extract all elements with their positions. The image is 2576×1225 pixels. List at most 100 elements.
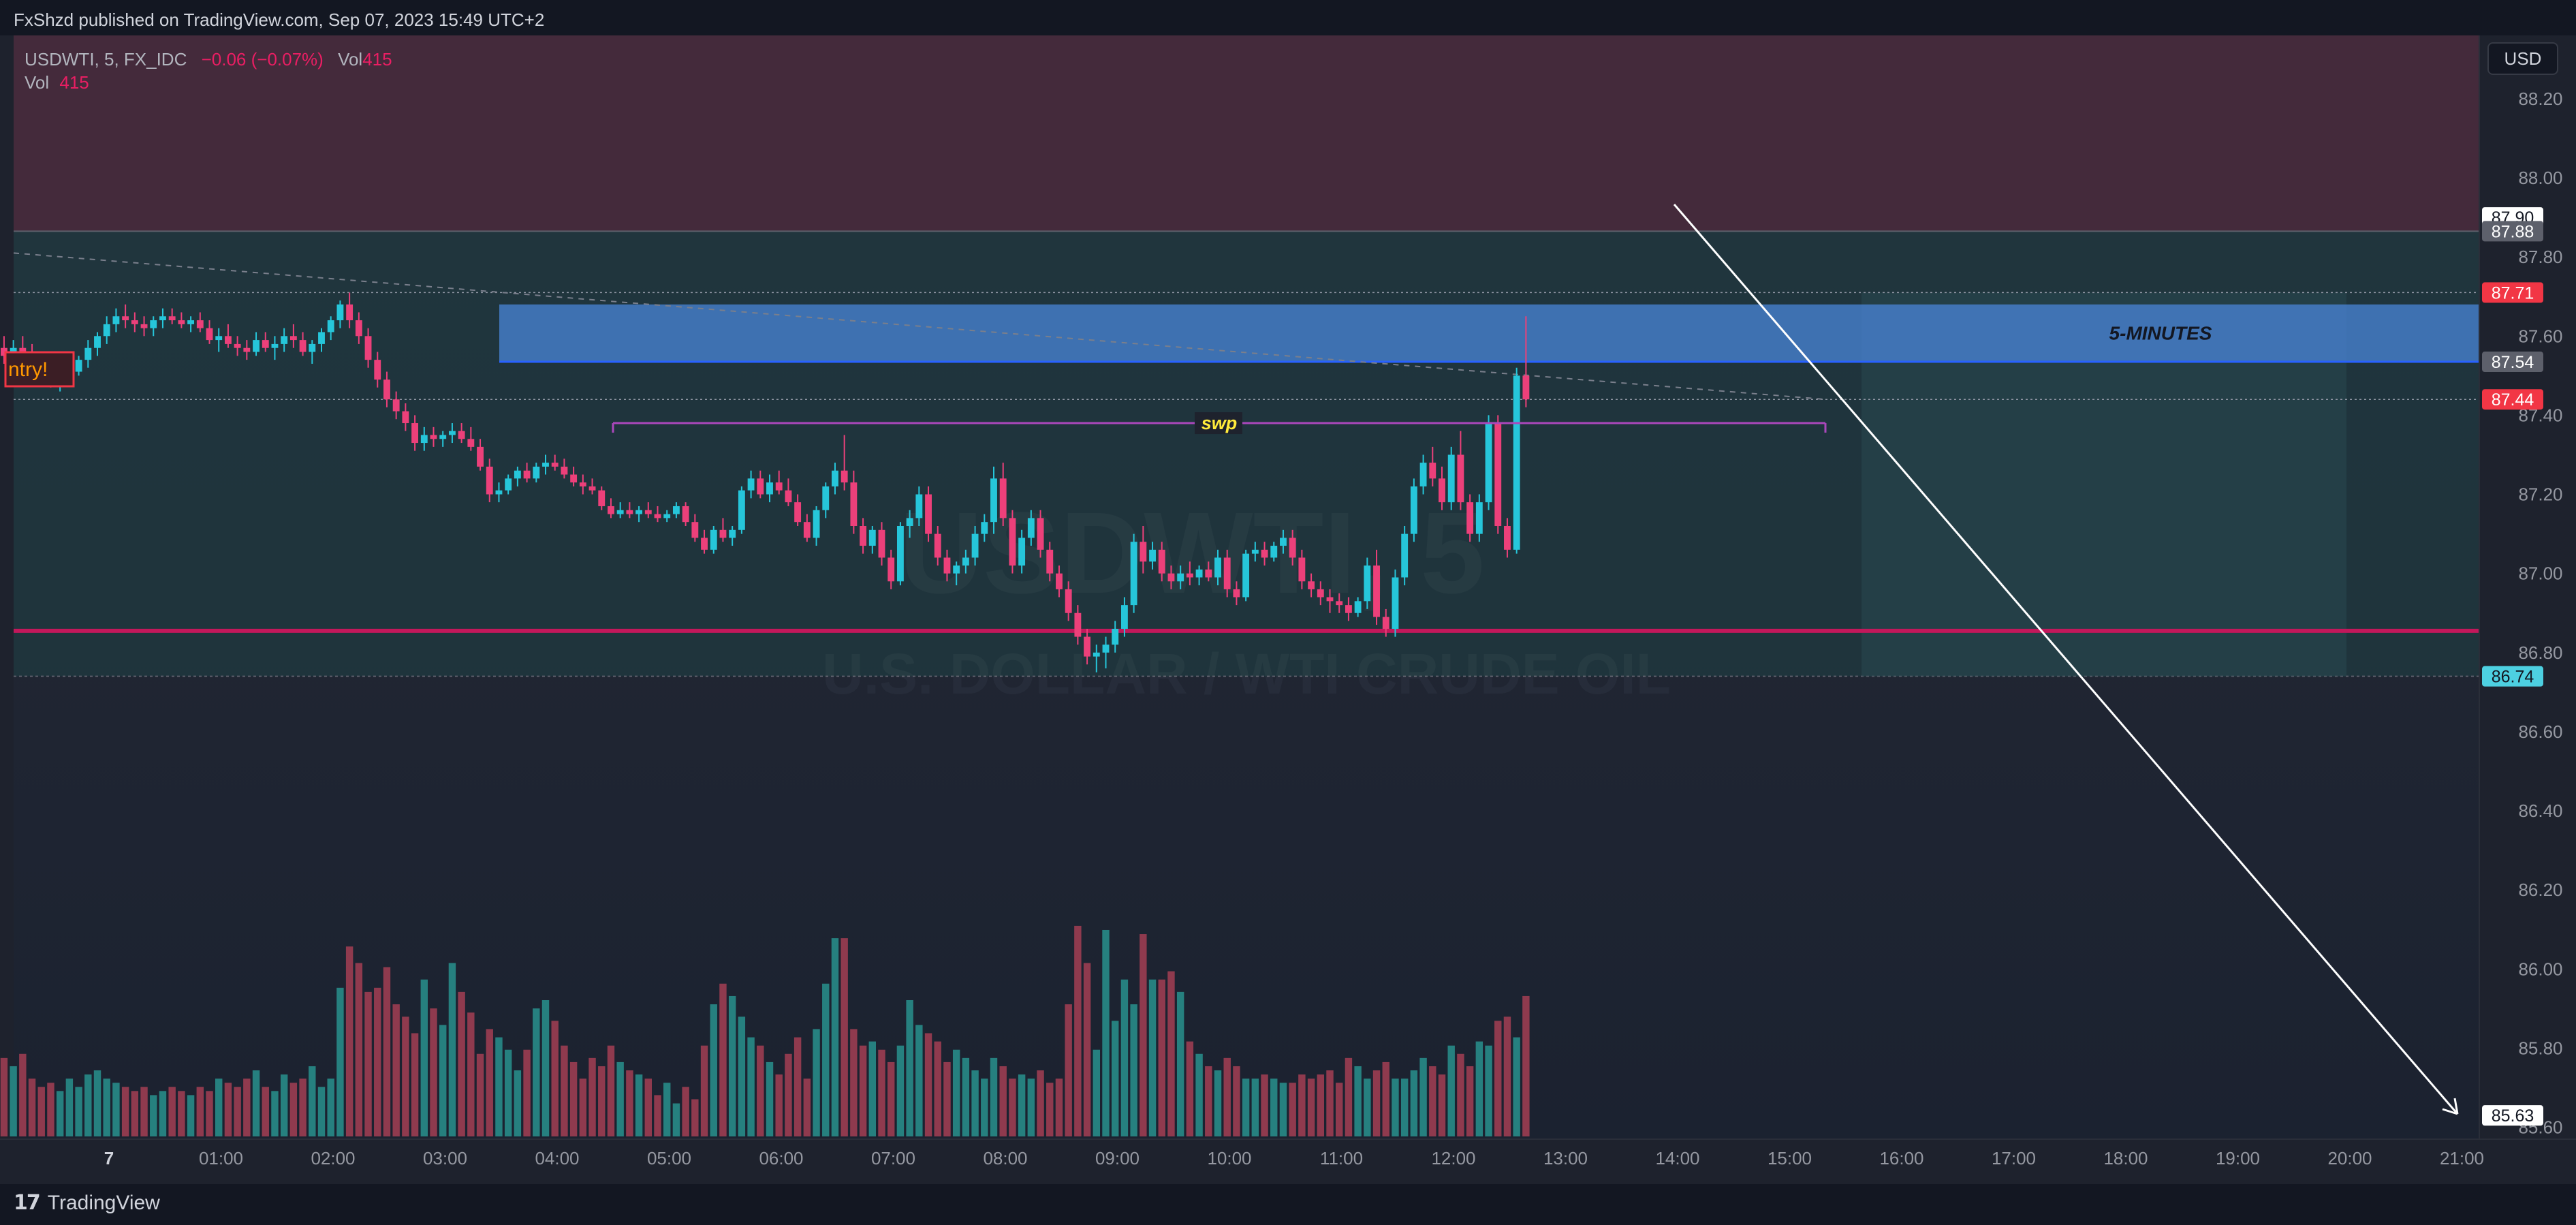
price-badge bbox=[2482, 389, 2543, 410]
volume-bar bbox=[495, 1037, 503, 1136]
volume-bar bbox=[738, 1017, 746, 1136]
candle-body bbox=[103, 324, 110, 337]
volume-bar bbox=[523, 1049, 531, 1136]
y-tick-label: 87.20 bbox=[2518, 484, 2562, 505]
volume-bar bbox=[990, 1057, 998, 1136]
volume-bar bbox=[1410, 1070, 1418, 1136]
volume-bar bbox=[579, 1079, 587, 1136]
sweep-label: swp bbox=[1201, 413, 1238, 433]
volume-bar bbox=[1345, 1057, 1353, 1136]
candle-body bbox=[1457, 454, 1464, 503]
volume-bar bbox=[131, 1091, 139, 1136]
x-tick-label: 05:00 bbox=[647, 1148, 691, 1168]
supply-zone bbox=[14, 35, 2479, 232]
candle-body bbox=[215, 336, 223, 341]
x-tick-label: 10:00 bbox=[1207, 1148, 1251, 1168]
x-tick-label: 02:00 bbox=[311, 1148, 355, 1168]
volume-bar bbox=[514, 1070, 522, 1136]
candle-body bbox=[701, 538, 708, 550]
candle-body bbox=[1419, 463, 1427, 486]
order-block-label: 5-MINUTES bbox=[2109, 323, 2212, 344]
candle-body bbox=[336, 304, 344, 321]
x-tick-label: 18:00 bbox=[2103, 1148, 2148, 1168]
volume-bar bbox=[728, 995, 736, 1136]
volume-bar bbox=[1503, 1017, 1511, 1136]
volume-bar bbox=[383, 967, 391, 1136]
candle-body bbox=[1345, 605, 1352, 613]
volume-bar bbox=[262, 1087, 269, 1136]
candle-body bbox=[1149, 549, 1156, 562]
volume-bar bbox=[1522, 995, 1530, 1136]
candle-body bbox=[860, 526, 867, 546]
candle-body bbox=[626, 510, 633, 514]
projection-arrow-line bbox=[1673, 204, 2459, 1115]
candle-body bbox=[570, 474, 578, 483]
candle-body bbox=[1056, 573, 1063, 589]
candle-body bbox=[364, 336, 372, 360]
candle-body bbox=[1140, 542, 1147, 562]
y-tick-label: 86.40 bbox=[2518, 801, 2562, 821]
candle-body bbox=[738, 490, 745, 530]
candle-body bbox=[1037, 518, 1044, 550]
x-tick-label: 17:00 bbox=[1992, 1148, 2036, 1168]
volume-bar bbox=[1400, 1079, 1409, 1136]
volume-bar bbox=[813, 1029, 820, 1136]
volume-bar bbox=[1364, 1079, 1371, 1136]
volume-bar bbox=[112, 1083, 120, 1136]
volume-bar bbox=[831, 938, 839, 1136]
currency-button[interactable]: USD bbox=[2487, 42, 2558, 75]
volume-bar bbox=[1494, 1021, 1502, 1136]
candle-body bbox=[1167, 573, 1175, 582]
candle-body bbox=[747, 478, 755, 491]
volume-bar bbox=[467, 1012, 475, 1136]
price-badge bbox=[2482, 352, 2543, 373]
candle-body bbox=[1354, 601, 1362, 613]
candle-body bbox=[383, 379, 390, 400]
volume-bar bbox=[1261, 1074, 1268, 1136]
volume-bar bbox=[140, 1087, 148, 1136]
volume-bar bbox=[1083, 963, 1091, 1136]
volume-bar bbox=[541, 1000, 550, 1136]
price-badge-label: 87.54 bbox=[2492, 353, 2534, 372]
candle-body bbox=[850, 482, 858, 526]
volume-bar bbox=[411, 1033, 419, 1136]
volume-legend[interactable]: Vol 415 bbox=[25, 72, 89, 93]
price-badge bbox=[2482, 221, 2543, 242]
candle-body bbox=[402, 411, 409, 424]
tradingview-logo[interactable]: 17 TradingView bbox=[14, 1191, 160, 1215]
price-badge-label: 87.88 bbox=[2492, 222, 2534, 241]
volume-bar bbox=[159, 1091, 167, 1136]
x-tick-label: 07:00 bbox=[871, 1148, 915, 1168]
candle-body bbox=[766, 482, 773, 495]
volume-label: Vol bbox=[338, 49, 363, 69]
volume-bar bbox=[1270, 1079, 1278, 1136]
volume-bar bbox=[700, 1045, 708, 1136]
volume-bar bbox=[934, 1041, 941, 1136]
volume-bar bbox=[1382, 1061, 1389, 1136]
volume-bar bbox=[430, 1008, 437, 1136]
candle-body bbox=[159, 316, 166, 321]
volume-bar bbox=[19, 1053, 27, 1136]
candle-body bbox=[943, 557, 951, 574]
volume-bar bbox=[75, 1087, 82, 1136]
candle-body bbox=[1308, 581, 1315, 589]
candle-body bbox=[234, 343, 241, 348]
candle-body bbox=[598, 490, 606, 506]
candle-body bbox=[981, 522, 988, 534]
candle-body bbox=[514, 470, 521, 479]
candle-body bbox=[813, 510, 820, 538]
y-tick-label: 88.20 bbox=[2518, 89, 2562, 109]
candle-body bbox=[1289, 538, 1296, 558]
candle-body bbox=[719, 529, 727, 538]
candle-body bbox=[654, 514, 661, 518]
volume-bar bbox=[1195, 1053, 1203, 1136]
x-tick-label: 01:00 bbox=[199, 1148, 243, 1168]
volume-bar bbox=[327, 1079, 334, 1136]
volume-study-label: Vol bbox=[25, 72, 50, 93]
volume-bar bbox=[1009, 1079, 1016, 1136]
volume-bar bbox=[121, 1087, 129, 1136]
volume-bar bbox=[850, 1029, 858, 1136]
volume-bar bbox=[1466, 1066, 1474, 1136]
symbol-legend[interactable]: USDWTI, 5, FX_IDC −0.06 (−0.07%) Vol415 bbox=[25, 49, 392, 70]
